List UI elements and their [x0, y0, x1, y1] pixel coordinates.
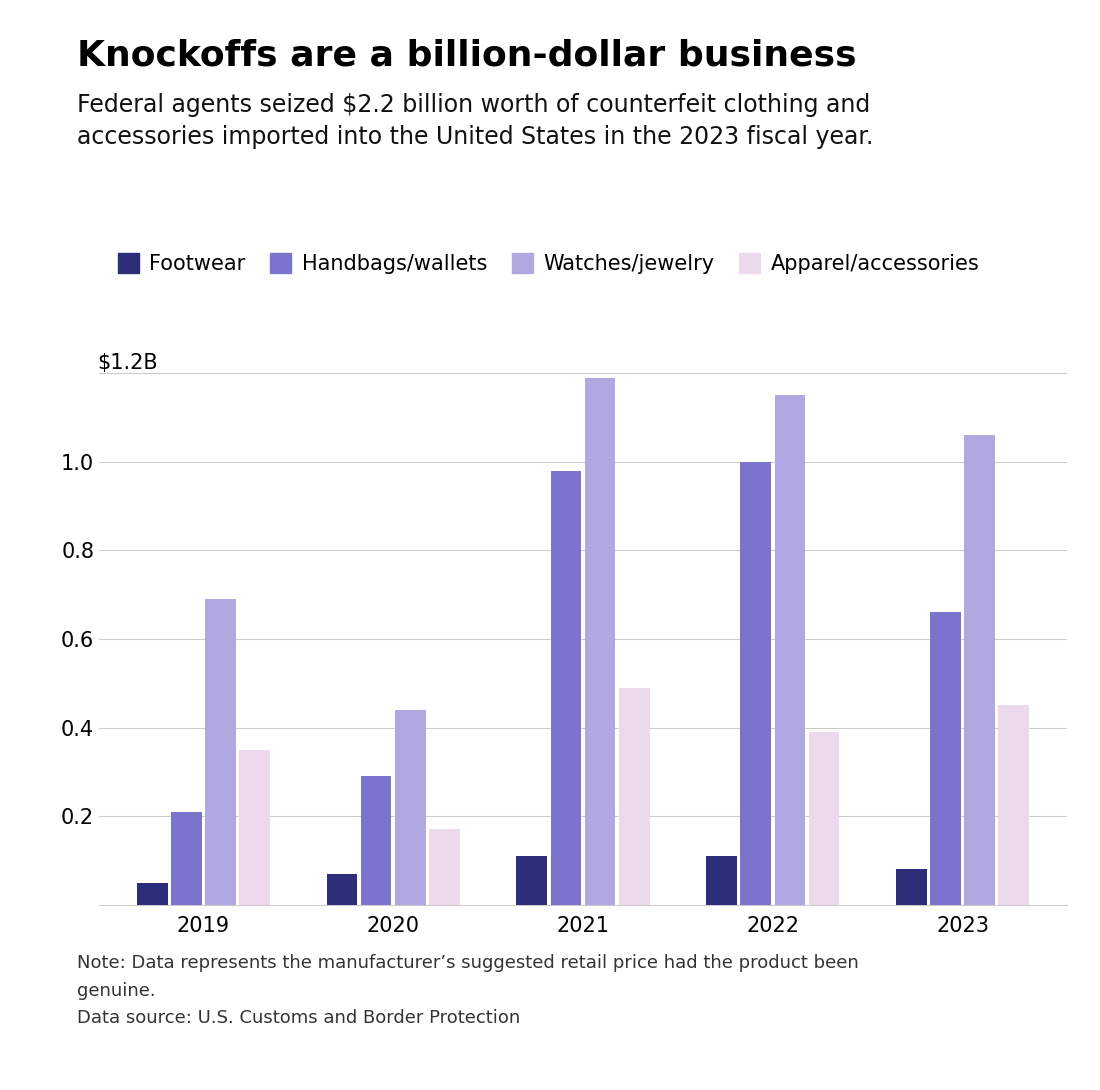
Bar [395, 710, 426, 905]
Bar [965, 435, 996, 905]
Bar [808, 732, 839, 905]
Bar [136, 883, 167, 905]
Bar [327, 874, 358, 905]
Bar [931, 613, 961, 905]
Text: $1.2B: $1.2B [97, 353, 157, 373]
Bar [999, 705, 1030, 905]
Bar [585, 378, 616, 905]
Bar [429, 829, 460, 905]
Bar [361, 776, 392, 905]
Bar [706, 856, 737, 905]
Bar [619, 688, 650, 905]
Bar [240, 750, 270, 905]
Bar [516, 856, 547, 905]
Bar [550, 471, 581, 905]
Text: Note: Data represents the manufacturer’s suggested retail price had the product : Note: Data represents the manufacturer’s… [77, 954, 859, 1028]
Bar [205, 600, 235, 905]
Bar [170, 812, 201, 905]
Text: Knockoffs are a billion-dollar business: Knockoffs are a billion-dollar business [77, 38, 857, 72]
Text: Federal agents seized $2.2 billion worth of counterfeit clothing and
accessories: Federal agents seized $2.2 billion worth… [77, 93, 873, 149]
Bar [896, 870, 926, 905]
Bar [774, 396, 805, 905]
Bar [740, 462, 771, 905]
Legend: Footwear, Handbags/wallets, Watches/jewelry, Apparel/accessories: Footwear, Handbags/wallets, Watches/jewe… [109, 244, 988, 282]
